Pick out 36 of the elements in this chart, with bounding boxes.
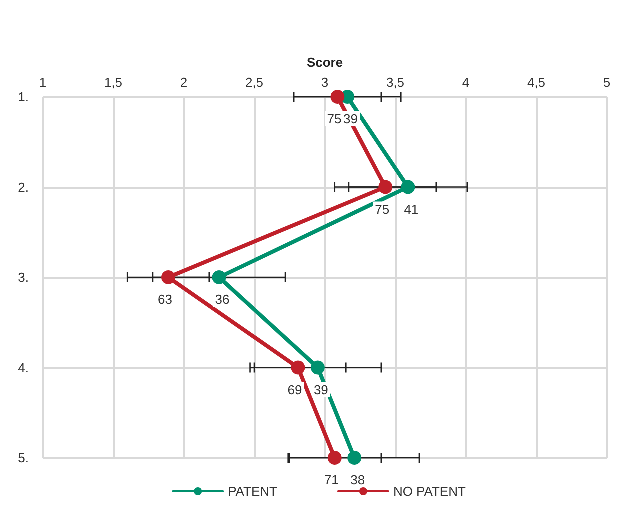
legend-label: PATENT: [228, 484, 278, 499]
x-tick-label: 3: [321, 75, 329, 90]
point: [348, 451, 362, 465]
y-tick-label: 3.: [18, 270, 29, 285]
y-tick-label: 2.: [18, 180, 29, 195]
point: [330, 90, 345, 104]
point: [328, 451, 342, 465]
legend-label: NO PATENT: [393, 484, 466, 499]
annotation: 41: [404, 202, 419, 217]
y-tick-label: 4.: [18, 360, 29, 376]
y-tick-label: 1.: [18, 90, 29, 104]
x-tick-label: 1: [39, 75, 47, 90]
annotation: 38: [350, 472, 366, 488]
x-tick-label: 4,5: [527, 75, 546, 90]
annotation: 71: [324, 472, 339, 488]
point: [162, 270, 176, 284]
x-tick-label: 4: [462, 75, 470, 90]
annotation: 36: [215, 292, 230, 307]
y-tick-label: 5.: [18, 450, 29, 466]
x-tick-label: 5: [603, 75, 611, 90]
x-tick-label: 2: [180, 75, 188, 90]
point: [401, 180, 416, 194]
x-tick-label: 1,5: [104, 75, 123, 90]
x-axis-title: Score: [306, 55, 344, 70]
x-tick-label: 2,5: [245, 75, 264, 90]
point: [212, 270, 226, 284]
x-tick-label: 3,5: [386, 75, 405, 90]
annotation: 75: [375, 202, 390, 217]
point: [310, 360, 325, 375]
annotation: 39: [344, 112, 358, 126]
point: [291, 360, 306, 375]
annotation: 63: [158, 292, 172, 307]
point: [378, 180, 393, 194]
annotation: 75: [327, 112, 342, 126]
annotation: 39: [314, 382, 328, 398]
annotation: 69: [288, 382, 302, 398]
